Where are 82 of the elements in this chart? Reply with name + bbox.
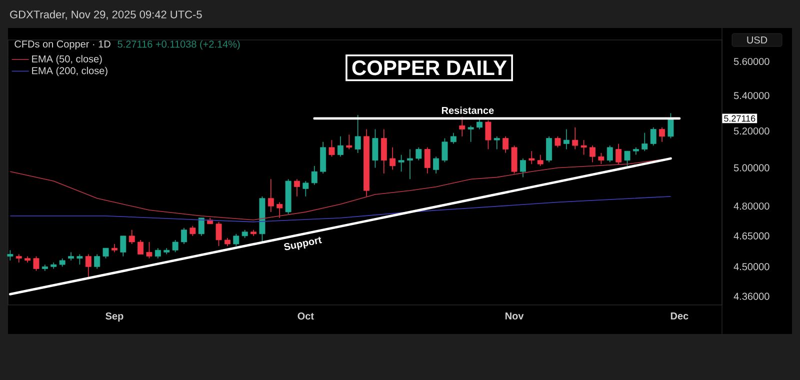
legend-label: EMA (50, close) xyxy=(32,55,102,64)
candlestick xyxy=(94,254,100,270)
x-tick-label: Dec xyxy=(670,312,688,320)
y-tick-label: 4.50000 xyxy=(734,263,770,270)
candlestick xyxy=(372,128,378,168)
candlestick xyxy=(424,147,430,174)
candlestick xyxy=(328,140,335,158)
legend-label: EMA (200, close) xyxy=(32,66,108,76)
candlestick xyxy=(85,254,92,278)
y-tick-label: 4.80000 xyxy=(734,202,770,210)
candlestick xyxy=(494,136,500,150)
candlestick xyxy=(606,145,613,163)
y-tick-label: 5.00000 xyxy=(734,164,770,172)
candlestick xyxy=(276,202,283,218)
y-tick-label: 4.36000 xyxy=(734,292,770,300)
candlestick xyxy=(537,154,544,166)
candlestick xyxy=(546,136,552,163)
series-label: Resistance xyxy=(442,106,494,114)
y-tick-label: 5.60000 xyxy=(734,58,770,66)
candlestick xyxy=(398,154,404,172)
candlestick xyxy=(337,136,344,158)
candlestick xyxy=(120,236,126,257)
candlestick xyxy=(390,147,396,170)
line-series xyxy=(10,196,672,222)
candlestick xyxy=(190,225,196,236)
candlestick xyxy=(233,234,240,246)
candlestick xyxy=(616,143,622,164)
x-tick-label: Sep xyxy=(106,312,124,322)
candlestick xyxy=(354,114,361,154)
candlestick xyxy=(659,126,666,142)
candlestick xyxy=(172,240,178,253)
candlestick xyxy=(502,136,509,154)
candlestick xyxy=(68,252,74,261)
candlestick xyxy=(433,156,440,174)
x-tick-label: Nov xyxy=(506,312,524,320)
text: USD xyxy=(747,36,768,44)
candlestick xyxy=(407,148,413,180)
candlestick xyxy=(450,132,456,144)
x-tick-label: Oct xyxy=(298,312,314,320)
candlestick xyxy=(459,116,466,137)
candlestick xyxy=(128,229,135,244)
candlestick xyxy=(642,132,648,152)
candlestick xyxy=(294,178,300,197)
candlestick xyxy=(554,136,561,148)
candlestick xyxy=(154,248,161,259)
candlestick xyxy=(216,221,222,246)
candlestick xyxy=(572,126,578,150)
candlestick xyxy=(146,242,152,259)
candlestick xyxy=(520,158,526,178)
candlestick xyxy=(268,178,274,212)
annotation: 5.27116 +0.11038 (+2.14%) xyxy=(118,40,240,50)
candlestick xyxy=(598,152,604,164)
candlestick xyxy=(302,180,309,197)
candlestick xyxy=(198,218,204,236)
candlestick xyxy=(563,128,570,150)
candlestick xyxy=(485,120,492,150)
text: 5.27116 xyxy=(724,115,756,122)
text: Support xyxy=(284,236,322,250)
candlestick xyxy=(668,112,674,139)
y-tick-label: 4.65000 xyxy=(734,232,770,240)
text: GDXTrader, Nov 29, 2025 09:42 UTC-5 xyxy=(10,10,202,20)
annotation: CFDs on Copper · 1D xyxy=(14,40,110,50)
candlestick xyxy=(7,250,14,261)
candlestick xyxy=(102,248,109,259)
candlestick xyxy=(311,166,318,186)
candlestick xyxy=(33,256,40,272)
y-tick-label: 5.40000 xyxy=(734,92,770,100)
candlestick xyxy=(650,126,656,146)
candlestick xyxy=(76,254,83,265)
y-tick-label: 5.20000 xyxy=(734,127,770,135)
candlestick xyxy=(380,128,387,174)
candlestick xyxy=(346,134,352,150)
candlestick xyxy=(442,138,448,163)
candlestick xyxy=(138,240,144,255)
candlestick xyxy=(624,150,630,166)
candlestick xyxy=(416,147,422,161)
text: COPPER DAILY xyxy=(352,60,507,76)
candlestick xyxy=(468,125,474,142)
candlestick xyxy=(181,227,187,244)
candlestick xyxy=(528,150,535,164)
candlestick xyxy=(590,145,596,163)
candlestick xyxy=(580,140,587,156)
